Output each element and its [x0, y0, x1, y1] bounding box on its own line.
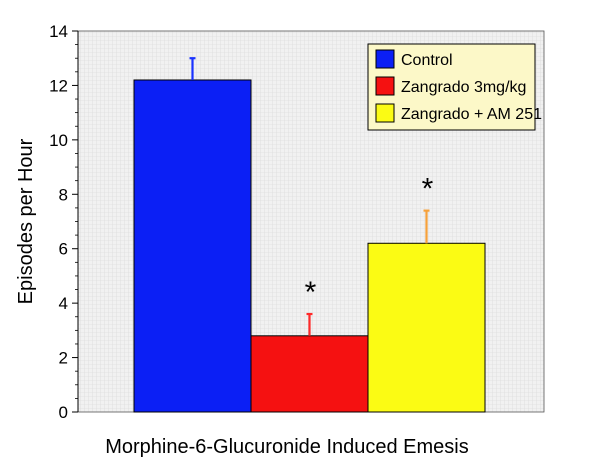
significance-marker-2: *: [305, 276, 317, 309]
y-axis-label: Episodes per Hour: [15, 138, 37, 304]
error-bars: [189, 57, 430, 336]
y-tick-label: 4: [59, 294, 68, 313]
significance-marker-3: *: [422, 173, 434, 206]
legend-box: [367, 43, 536, 131]
y-tick-label: 12: [49, 76, 68, 95]
y-tick-label: 8: [59, 185, 68, 204]
legend-swatch-2: [375, 76, 395, 96]
legend-label-2: Zangrado 3mg/kg: [401, 79, 526, 96]
legend-label-3: Zangrado + AM 251: [401, 106, 542, 123]
bar-3: [367, 242, 486, 413]
bars: [133, 79, 486, 413]
legend: Control Zangrado 3mg/kg Zangrado + AM 251: [367, 43, 542, 131]
error-bar-3: [423, 209, 430, 244]
error-bar-2: [306, 312, 313, 336]
bar-1: [133, 79, 252, 413]
y-tick-label: 14: [49, 22, 68, 41]
y-tick-label: 2: [59, 349, 68, 368]
y-tick-label: 10: [49, 131, 68, 150]
y-tick-label: 6: [59, 240, 68, 259]
bar-2: [250, 335, 369, 413]
legend-swatch-1: [375, 49, 395, 69]
y-axis: 0 2 4 6 8 10 12 14: [49, 22, 79, 422]
legend-label-1: Control: [401, 52, 453, 69]
legend-swatch-3: [375, 103, 395, 123]
error-bar-1: [189, 57, 196, 80]
y-tick-label: 0: [59, 403, 68, 422]
significance-markers: **: [305, 173, 434, 309]
x-axis-label: Morphine-6-Glucuronide Induced Emesis: [105, 436, 469, 458]
